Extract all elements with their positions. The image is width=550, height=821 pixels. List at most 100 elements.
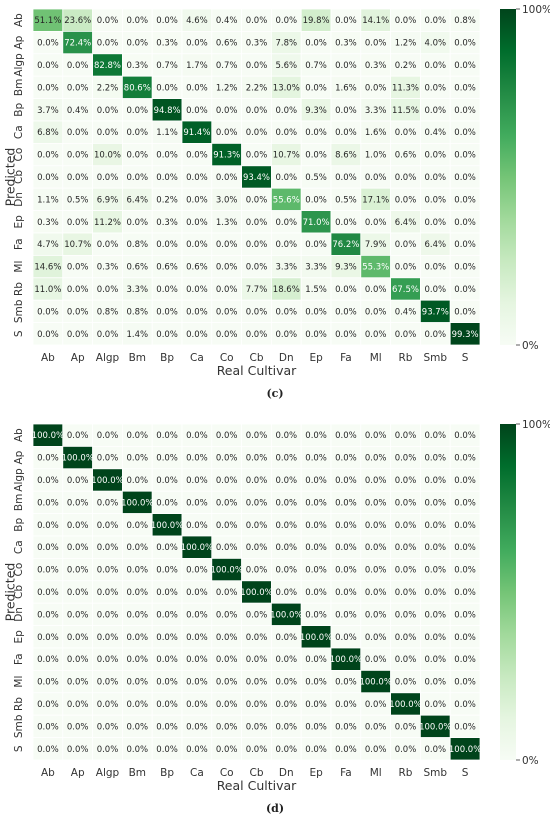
heatmap-panel-d: 100.0% 0.0% 0.0% 0.0% 0.0% 0.0% 0.0% 0.0% 0.0% 0.… [3,419,550,815]
cell-value-label: 0.0% [97,700,119,710]
cell-value-label: 0.0% [67,678,89,688]
cell-value-label: 0.0% [97,521,119,531]
cell-value-label: 0.0% [275,307,297,317]
cell-value-label: 0.0% [395,173,417,183]
cell-value-label: 10.7% [64,240,91,250]
cell-value-label: 100.0% [389,700,421,710]
cell-value-label: 10.7% [273,151,300,161]
y-tick-label: Algp [13,468,25,492]
cell-value-label: 0.0% [216,745,238,755]
cell-value-label: 0.0% [216,454,238,464]
cell-value-label: 100.0% [91,476,123,486]
colorbar-max-label: 100% [522,419,550,431]
x-tick-label: Cb [250,352,264,364]
cell-value-label: 0.0% [335,543,357,553]
cell-value-label: 0.0% [186,521,208,531]
cell-value-label: 0.0% [246,610,268,620]
cell-value-label: 0.0% [454,307,476,317]
x-tick-label: Ca [190,352,204,364]
cell-value-label: 0.0% [126,218,148,228]
cell-value-label: 0.0% [246,655,268,665]
cell-value-label: 0.0% [67,330,89,340]
cell-value-label: 0.0% [216,633,238,643]
cell-value-label: 93.4% [243,173,270,183]
cell-value-label: 0.0% [365,454,387,464]
x-tick-label: Algp [96,767,120,779]
cell-value-label: 0.0% [37,745,59,755]
cell-value-label: 0.0% [67,498,89,508]
cell-value-label: 0.0% [126,128,148,138]
cell-value-label: 0.0% [67,745,89,755]
cell-value-label: 0.0% [67,655,89,665]
y-tick-label: Ml [13,676,25,688]
cell-value-label: 0.0% [246,543,268,553]
cell-value-label: 0.0% [305,745,327,755]
cell-value-label: 0.0% [126,173,148,183]
cell-value-label: 0.0% [395,543,417,553]
cell-value-label: 0.0% [126,151,148,161]
cell-value-label: 51.1% [34,16,61,26]
cell-value-label: 0.0% [365,588,387,598]
cell-value-label: 0.6% [216,39,238,49]
x-axis-label: Real Cultivar [217,778,297,793]
cell-value-label: 0.0% [335,330,357,340]
cell-value-label: 6.8% [37,128,59,138]
cell-value-label: 0.0% [37,454,59,464]
cell-value-label: 0.0% [365,307,387,317]
cell-value-label: 0.0% [67,722,89,732]
cell-value-label: 0.0% [37,566,59,576]
cell-value-label: 0.0% [395,566,417,576]
cell-value-label: 0.7% [156,61,178,71]
cell-value-label: 10.0% [94,151,121,161]
cell-value-label: 0.0% [395,263,417,273]
cell-value-label: 0.0% [454,454,476,464]
cell-value-label: 0.0% [126,655,148,665]
x-tick-label: Ep [309,767,323,779]
cell-value-label: 5.6% [275,61,297,71]
cell-value-label: 1.4% [126,330,148,340]
cell-value-label: 76.2% [332,240,359,250]
y-tick-label: Fa [13,238,25,250]
cell-value-label: 0.0% [97,745,119,755]
cell-value-label: 0.0% [216,588,238,598]
cell-value-label: 0.0% [395,521,417,531]
cell-value-label: 0.0% [67,588,89,598]
cell-value-label: 0.5% [67,195,89,205]
x-tick-label: Bp [160,352,174,364]
x-tick-label: Bm [129,767,146,779]
cell-value-label: 0.4% [395,307,417,317]
cell-value-label: 0.0% [305,195,327,205]
cell-value-label: 0.0% [156,566,178,576]
cell-value-label: 100.0% [32,431,64,441]
cell-value-label: 0.8% [97,307,119,317]
cell-value-label: 0.8% [454,16,476,26]
cell-value-label: 0.0% [156,678,178,688]
cell-value-label: 0.0% [454,588,476,598]
cell-value-label: 0.2% [156,195,178,205]
cell-value-label: 0.0% [156,285,178,295]
y-tick-label: Dn [13,607,25,622]
cell-value-label: 0.0% [395,655,417,665]
cell-value-label: 0.0% [246,195,268,205]
cell-value-label: 0.0% [395,330,417,340]
cell-value-label: 0.0% [97,722,119,732]
cell-value-label: 0.0% [424,83,446,93]
cell-value-label: 0.0% [97,633,119,643]
y-tick-label: Ca [13,125,25,139]
x-tick-label: Fa [340,767,352,779]
cell-value-label: 0.0% [275,588,297,598]
cell-value-label: 0.0% [365,745,387,755]
cell-value-label: 0.0% [156,476,178,486]
cell-value-label: 0.0% [37,83,59,93]
cell-value-label: 0.0% [216,521,238,531]
cell-value-label: 1.0% [365,151,387,161]
cell-value-label: 0.7% [305,61,327,71]
y-axis-label: Predicted [3,148,18,207]
cell-value-label: 0.0% [216,678,238,688]
cell-value-label: 0.0% [97,543,119,553]
cell-value-label: 9.3% [305,106,327,116]
cell-value-label: 0.0% [246,476,268,486]
panel-label: (c) [266,387,283,400]
colorbar-min-label: 0% [522,755,539,767]
heatmap-cells: 51.1% 23.6% 0.0% 0.0% 0.0% 4.6% 0.4% 0.0% 0.0% 19… [32,8,481,346]
